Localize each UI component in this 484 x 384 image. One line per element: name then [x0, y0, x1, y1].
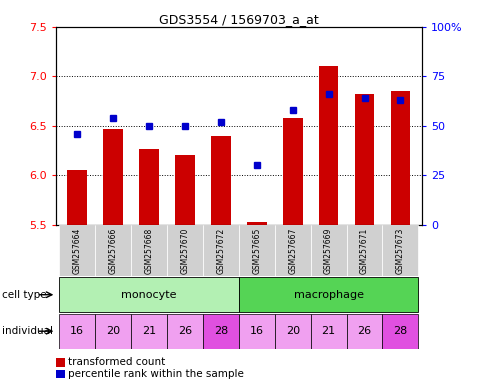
Bar: [274, 314, 310, 349]
Bar: [95, 314, 131, 349]
Text: GSM257667: GSM257667: [287, 227, 297, 274]
Bar: [67, 170, 87, 225]
Bar: [59, 225, 95, 276]
Bar: [346, 314, 382, 349]
Bar: [282, 118, 302, 225]
Text: GSM257669: GSM257669: [323, 227, 333, 274]
Bar: [390, 91, 409, 225]
Bar: [202, 314, 238, 349]
Bar: [382, 225, 418, 276]
Bar: [318, 66, 338, 225]
Text: GSM257668: GSM257668: [144, 227, 153, 274]
Bar: [310, 314, 346, 349]
Bar: [95, 225, 131, 276]
Bar: [246, 222, 266, 225]
Bar: [238, 277, 418, 312]
Text: 26: 26: [178, 326, 192, 336]
Text: individual: individual: [2, 326, 53, 336]
Text: monocyte: monocyte: [121, 290, 177, 300]
Bar: [354, 94, 374, 225]
Bar: [59, 314, 95, 349]
Text: 26: 26: [357, 326, 371, 336]
Bar: [175, 156, 195, 225]
Bar: [346, 225, 382, 276]
Title: GDS3554 / 1569703_a_at: GDS3554 / 1569703_a_at: [159, 13, 318, 26]
Text: GSM257664: GSM257664: [73, 227, 82, 274]
Text: percentile rank within the sample: percentile rank within the sample: [68, 369, 243, 379]
Bar: [166, 314, 202, 349]
Text: 21: 21: [321, 326, 335, 336]
Text: 16: 16: [249, 326, 263, 336]
Text: macrophage: macrophage: [293, 290, 363, 300]
Text: GSM257673: GSM257673: [395, 227, 404, 274]
Bar: [238, 225, 274, 276]
Text: GSM257671: GSM257671: [359, 227, 368, 274]
Bar: [131, 225, 166, 276]
Bar: [211, 136, 230, 225]
Bar: [103, 129, 123, 225]
Text: 28: 28: [213, 326, 227, 336]
Text: GSM257672: GSM257672: [216, 227, 225, 274]
Text: GSM257666: GSM257666: [108, 227, 118, 274]
Bar: [59, 277, 239, 312]
Text: 21: 21: [142, 326, 156, 336]
Text: 28: 28: [393, 326, 407, 336]
Text: 20: 20: [106, 326, 120, 336]
Bar: [382, 314, 418, 349]
Text: cell type: cell type: [2, 290, 47, 300]
Bar: [139, 149, 159, 225]
Bar: [310, 225, 346, 276]
Bar: [274, 225, 310, 276]
Bar: [202, 225, 238, 276]
Bar: [238, 314, 274, 349]
Text: 20: 20: [285, 326, 299, 336]
Text: GSM257670: GSM257670: [180, 227, 189, 274]
Text: transformed count: transformed count: [68, 358, 165, 367]
Bar: [166, 225, 202, 276]
Text: GSM257665: GSM257665: [252, 227, 261, 274]
Text: 16: 16: [70, 326, 84, 336]
Bar: [131, 314, 166, 349]
